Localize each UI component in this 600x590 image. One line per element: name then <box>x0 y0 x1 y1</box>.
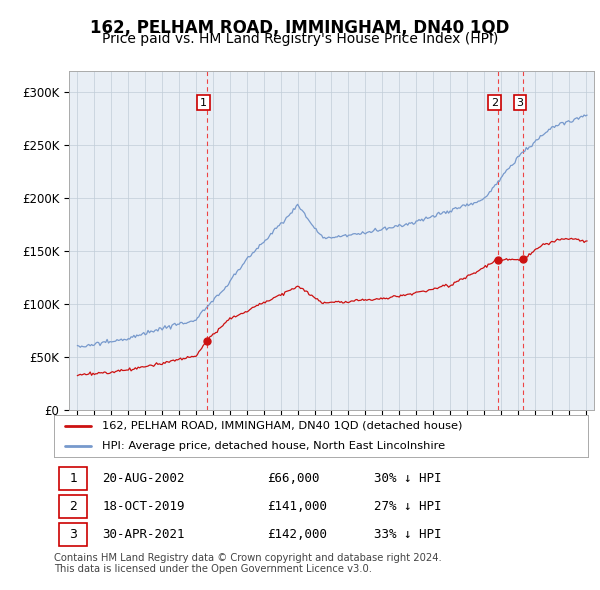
Text: 18-OCT-2019: 18-OCT-2019 <box>102 500 185 513</box>
Text: 30% ↓ HPI: 30% ↓ HPI <box>374 472 442 485</box>
Text: 33% ↓ HPI: 33% ↓ HPI <box>374 527 442 540</box>
Text: 2: 2 <box>69 500 77 513</box>
Text: 20-AUG-2002: 20-AUG-2002 <box>102 472 185 485</box>
FancyBboxPatch shape <box>59 467 87 490</box>
Text: 162, PELHAM ROAD, IMMINGHAM, DN40 1QD (detached house): 162, PELHAM ROAD, IMMINGHAM, DN40 1QD (d… <box>102 421 463 431</box>
Text: 1: 1 <box>200 97 207 107</box>
Text: £142,000: £142,000 <box>268 527 328 540</box>
Text: £141,000: £141,000 <box>268 500 328 513</box>
Text: 162, PELHAM ROAD, IMMINGHAM, DN40 1QD: 162, PELHAM ROAD, IMMINGHAM, DN40 1QD <box>91 19 509 37</box>
Text: 3: 3 <box>517 97 523 107</box>
Text: 27% ↓ HPI: 27% ↓ HPI <box>374 500 442 513</box>
Text: £66,000: £66,000 <box>268 472 320 485</box>
Text: HPI: Average price, detached house, North East Lincolnshire: HPI: Average price, detached house, Nort… <box>102 441 445 451</box>
Text: 3: 3 <box>69 527 77 540</box>
FancyBboxPatch shape <box>59 495 87 517</box>
Text: Price paid vs. HM Land Registry's House Price Index (HPI): Price paid vs. HM Land Registry's House … <box>102 32 498 47</box>
Text: Contains HM Land Registry data © Crown copyright and database right 2024.
This d: Contains HM Land Registry data © Crown c… <box>54 553 442 575</box>
Text: 30-APR-2021: 30-APR-2021 <box>102 527 185 540</box>
Text: 1: 1 <box>69 472 77 485</box>
FancyBboxPatch shape <box>59 523 87 546</box>
Text: 2: 2 <box>491 97 498 107</box>
